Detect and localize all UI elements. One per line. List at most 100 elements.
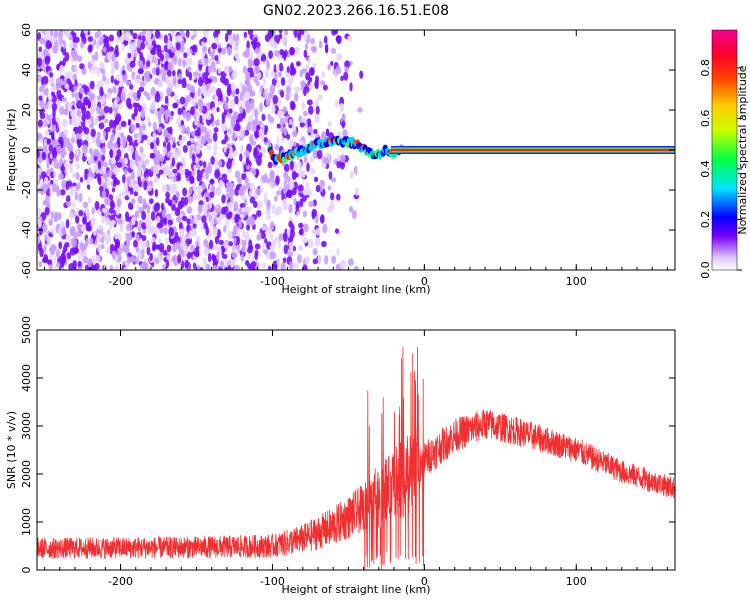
noise-cell [100,138,106,144]
noise-cell [120,120,127,128]
noise-cell [280,89,285,98]
noise-cell [312,62,317,69]
noise-cell [166,69,172,77]
noise-cell [105,77,111,86]
noise-cell [228,151,234,159]
colorbar-tick-label: 0.0 [699,261,712,279]
noise-cell [49,72,54,78]
noise-cell [166,151,173,158]
noise-cell [199,266,204,270]
noise-cell [303,223,309,233]
noise-cell [59,189,66,196]
noise-cell [126,176,131,184]
noise-cell [86,184,91,190]
noise-cell [281,36,287,45]
noise-cell [172,243,177,253]
noise-cell [303,86,307,97]
noise-cell [129,205,133,211]
noise-cell [308,200,315,208]
noise-cell [217,100,222,106]
noise-cell [125,237,131,248]
noise-cell [330,177,337,183]
noise-cell [275,81,280,88]
noise-cell [336,248,340,256]
noise-cell [268,92,274,99]
noise-cell [294,86,300,92]
noise-cell [136,134,141,145]
noise-cell [152,241,157,250]
noise-cell [55,162,61,170]
noise-cell [167,219,173,226]
noise-cell [304,43,309,50]
noise-cell [214,159,218,170]
noise-cell [77,139,82,148]
noise-cell [256,234,261,241]
noise-cell [51,148,58,159]
noise-cell [165,237,169,246]
noise-cell [227,211,233,219]
noise-cell [202,72,208,80]
noise-cell [288,203,293,214]
noise-cell [90,128,96,138]
noise-cell [190,218,195,225]
noise-cell [221,173,228,179]
noise-cell [247,121,252,131]
noise-cell [224,219,229,229]
noise-cell [176,216,182,223]
noise-cell [299,122,306,128]
noise-cell [51,227,55,235]
noise-cell [167,40,172,48]
noise-cell [212,228,218,235]
noise-cell [183,52,188,59]
noise-cell [195,264,201,270]
noise-cell [140,249,145,255]
noise-cell [266,60,270,71]
noise-cell [196,127,201,137]
snr-xtick-label: 0 [421,575,428,588]
noise-cell [247,245,254,251]
noise-cell [216,87,222,98]
noise-cell [175,190,180,198]
noise-cell [197,204,203,214]
noise-cell [349,82,353,92]
noise-cell [311,208,318,218]
noise-cell [328,170,333,180]
noise-cell [37,57,43,67]
spectrogram-xtick-label: -200 [108,275,133,288]
noise-cell [294,46,300,56]
noise-cell [232,69,238,80]
noise-cell [210,61,216,70]
noise-cell [252,168,256,177]
noise-cell [124,56,129,65]
noise-cell [191,130,196,137]
noise-cell [318,40,323,49]
noise-cell [221,206,226,215]
noise-cell [89,237,94,245]
noise-cell [289,261,294,270]
noise-cell [127,145,132,151]
noise-cell [141,210,147,221]
noise-cell [80,225,86,233]
snr-ytick-label: 1000 [20,508,33,536]
noise-cell [60,149,65,159]
noise-cell [237,177,242,184]
noise-cell [181,215,188,222]
noise-cell [158,169,164,175]
noise-cell [81,67,87,75]
noise-cell [271,238,276,249]
snr-xtick-label: -100 [260,575,285,588]
noise-cell [163,227,168,235]
spectrogram-ylabel: Frequency (Hz) [5,109,18,192]
noise-cell [257,250,262,257]
noise-cell [207,65,213,74]
noise-cell [223,94,227,102]
noise-cell [210,156,216,165]
noise-cell [303,49,308,58]
noise-cell [188,71,193,81]
noise-cell [53,255,57,263]
noise-cell [155,90,160,98]
noise-cell [113,98,118,109]
noise-cell [195,240,200,247]
noise-cell [76,125,83,134]
snr-ytick-label: 5000 [20,316,33,344]
